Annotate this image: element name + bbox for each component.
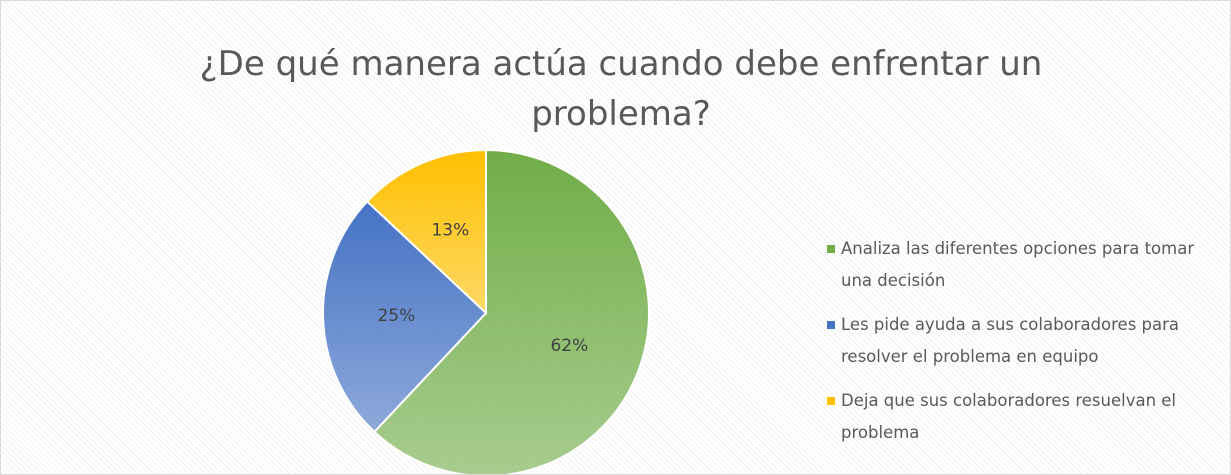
pie-slice <box>365 148 487 316</box>
pie-slice <box>322 200 488 434</box>
legend-label: Deja que sus colaboradores resuelvan el … <box>841 391 1177 442</box>
legend-entry: Analiza las diferentes opciones para tom… <box>827 233 1217 297</box>
chart-title: ¿De qué manera actúa cuando debe enfrent… <box>199 44 1043 134</box>
legend-entry: Les pide ayuda a sus colaboradores para … <box>827 309 1217 373</box>
legend-swatch <box>827 321 835 329</box>
pie-slice <box>373 148 650 474</box>
legend-swatch <box>827 397 835 405</box>
legend: Analiza las diferentes opciones para tom… <box>827 233 1217 461</box>
data-label: 62% <box>550 336 588 356</box>
legend-entry: Deja que sus colaboradores resuelvan el … <box>827 385 1217 449</box>
data-label: 13% <box>431 221 469 241</box>
data-label: 25% <box>377 306 415 326</box>
legend-swatch <box>827 245 835 253</box>
legend-label: Les pide ayuda a sus colaboradores para … <box>841 315 1180 366</box>
legend-label: Analiza las diferentes opciones para tom… <box>841 239 1195 290</box>
